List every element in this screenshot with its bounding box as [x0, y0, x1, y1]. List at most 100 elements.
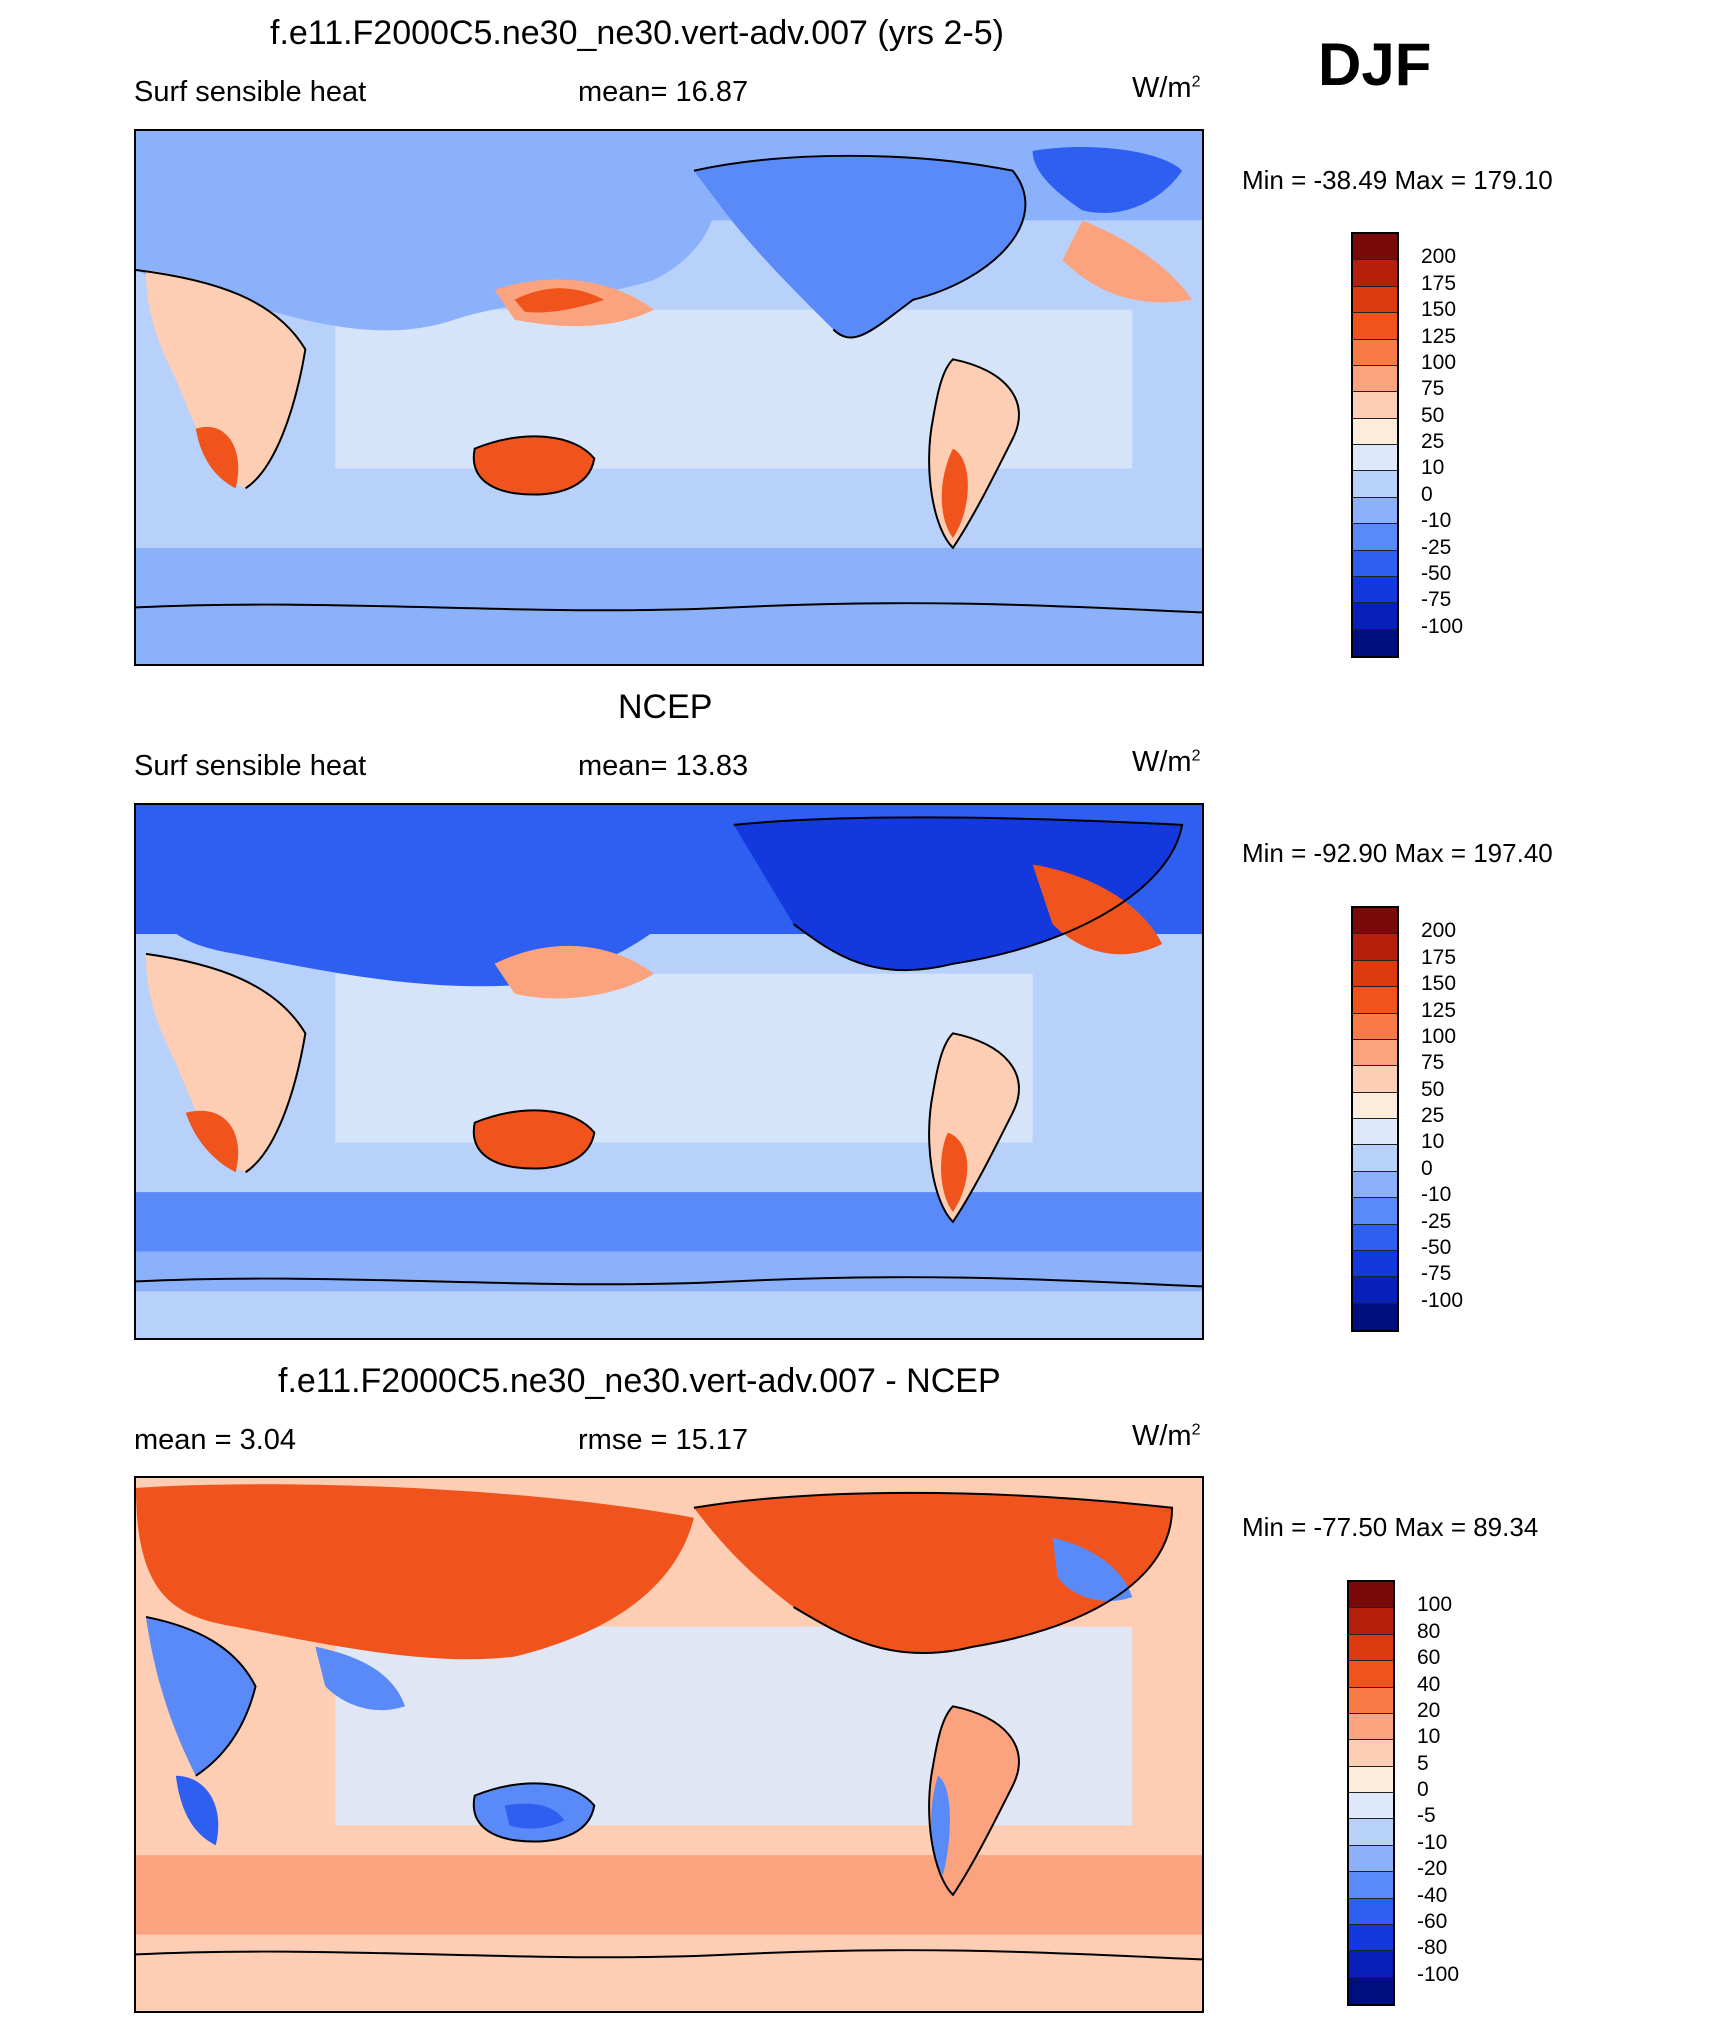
season-label: DJF: [1318, 31, 1432, 98]
panel-1-colorbar: [1351, 232, 1399, 658]
colorbar-tick-label: -50: [1421, 1235, 1452, 1259]
colorbar-tick-label: 0: [1421, 1156, 1433, 1180]
colorbar-tick-label: 5: [1417, 1751, 1429, 1775]
panel-1-mean-label: mean= 16.87: [578, 76, 749, 108]
colorbar-tick-label: 75: [1421, 1051, 1445, 1075]
colorbar-swatch: [1353, 524, 1397, 551]
colorbar-tick-label: -75: [1421, 1262, 1452, 1286]
panel-1-minmax-label: Min = -38.49 Max = 179.10: [1242, 165, 1553, 195]
colorbar-swatch: [1349, 1608, 1393, 1635]
colorbar-swatch: [1349, 1661, 1393, 1688]
colorbar-tick-label: -10: [1417, 1830, 1448, 1854]
colorbar-swatch: [1353, 1119, 1397, 1146]
panel-3-title: f.e11.F2000C5.ne30_ne30.vert-adv.007 - N…: [278, 1362, 1001, 1400]
panel-3-colorbar: [1347, 1580, 1395, 2006]
colorbar-swatch: [1353, 1250, 1397, 1278]
colorbar-swatch: [1353, 313, 1397, 340]
colorbar-swatch: [1353, 1224, 1397, 1251]
panel-1-variable-label: Surf sensible heat: [134, 76, 367, 108]
colorbar-swatch: [1353, 339, 1397, 366]
colorbar-swatch: [1353, 418, 1397, 445]
colorbar-swatch: [1349, 1687, 1393, 1714]
colorbar-tick-label: -60: [1417, 1909, 1448, 1933]
colorbar-tick-label: 50: [1421, 1077, 1445, 1101]
colorbar-tick-label: -80: [1417, 1936, 1448, 1960]
panel-3-map-svg: [136, 1478, 1202, 2011]
colorbar-swatch: [1353, 392, 1397, 419]
colorbar-tick-label: 100: [1417, 1593, 1453, 1617]
colorbar-tick-label: -10: [1421, 1183, 1452, 1207]
colorbar-tick-label: 10: [1417, 1725, 1441, 1749]
colorbar-swatch: [1349, 1977, 1393, 2004]
colorbar-tick-label: -20: [1417, 1857, 1448, 1881]
colorbar-swatch: [1353, 260, 1397, 287]
colorbar-tick-label: 50: [1421, 403, 1445, 427]
colorbar-swatch: [1353, 908, 1397, 935]
colorbar-tick-label: 125: [1421, 998, 1457, 1022]
colorbar-swatch: [1353, 365, 1397, 393]
colorbar-swatch: [1353, 1277, 1397, 1304]
panel-1-title: f.e11.F2000C5.ne30_ne30.vert-adv.007 (yr…: [270, 14, 1004, 52]
colorbar-swatch: [1353, 497, 1397, 525]
colorbar-swatch: [1353, 471, 1397, 498]
colorbar-swatch: [1353, 1013, 1397, 1040]
colorbar-tick-label: -40: [1417, 1883, 1448, 1907]
colorbar-tick-label: 60: [1417, 1646, 1441, 1670]
colorbar-swatch: [1353, 960, 1397, 988]
colorbar-tick-label: 0: [1421, 482, 1433, 506]
colorbar-swatch: [1353, 1092, 1397, 1119]
colorbar-tick-label: 175: [1421, 945, 1457, 969]
colorbar-tick-label: -50: [1421, 561, 1452, 585]
panel-2-map: [134, 803, 1204, 1340]
colorbar-tick-label: 100: [1421, 350, 1457, 374]
colorbar-tick-label: 150: [1421, 972, 1457, 996]
colorbar-tick-label: 125: [1421, 324, 1457, 348]
colorbar-tick-label: -100: [1417, 1962, 1460, 1986]
colorbar-swatch: [1353, 1039, 1397, 1067]
colorbar-swatch: [1349, 1766, 1393, 1793]
colorbar-swatch: [1349, 1872, 1393, 1899]
colorbar-tick-label: -100: [1421, 614, 1464, 638]
colorbar-tick-label: 75: [1421, 377, 1445, 401]
colorbar-swatch: [1349, 1951, 1393, 1978]
colorbar-swatch: [1353, 1198, 1397, 1225]
colorbar-tick-label: 80: [1417, 1619, 1441, 1643]
colorbar-swatch: [1353, 550, 1397, 577]
colorbar-tick-label: -75: [1421, 588, 1452, 612]
panel-3-unit-label: W/m2: [1132, 1420, 1201, 1452]
colorbar-swatch: [1353, 934, 1397, 961]
colorbar-swatch: [1353, 286, 1397, 314]
colorbar-swatch: [1353, 1066, 1397, 1093]
colorbar-swatch: [1353, 629, 1397, 656]
colorbar-tick-label: 100: [1421, 1024, 1457, 1048]
colorbar-swatch: [1349, 1924, 1393, 1952]
panel-1-map: [134, 129, 1204, 666]
colorbar-tick-label: -100: [1421, 1288, 1464, 1312]
colorbar-tick-label: -5: [1417, 1804, 1436, 1828]
colorbar-tick-label: 10: [1421, 1130, 1445, 1154]
colorbar-tick-label: 25: [1421, 1104, 1445, 1127]
panel-3-map: [134, 1476, 1204, 2013]
colorbar-swatch: [1353, 445, 1397, 472]
panel-2-variable-label: Surf sensible heat: [134, 750, 367, 782]
colorbar-tick-label: 10: [1421, 456, 1445, 480]
panel-3-mean-label: mean = 3.04: [134, 1424, 297, 1456]
colorbar-tick-label: 40: [1417, 1672, 1441, 1696]
colorbar-tick-label: 25: [1421, 430, 1445, 453]
panel-2-unit-label: W/m2: [1132, 746, 1201, 778]
panel-2-mean-label: mean= 13.83: [578, 750, 749, 782]
colorbar-tick-label: 200: [1421, 919, 1457, 943]
colorbar-tick-label: 150: [1421, 298, 1457, 322]
colorbar-swatch: [1353, 576, 1397, 604]
colorbar-swatch: [1353, 1171, 1397, 1199]
colorbar-swatch: [1349, 1793, 1393, 1820]
colorbar-swatch: [1349, 1582, 1393, 1609]
panel-2-map-svg: [136, 805, 1202, 1338]
colorbar-swatch: [1353, 1145, 1397, 1172]
panel-1-map-svg: [136, 131, 1202, 664]
colorbar-tick-label: -25: [1421, 1209, 1452, 1233]
colorbar-swatch: [1349, 1713, 1393, 1741]
colorbar-tick-label: 175: [1421, 271, 1457, 295]
colorbar-swatch: [1349, 1819, 1393, 1846]
colorbar-swatch: [1353, 234, 1397, 261]
